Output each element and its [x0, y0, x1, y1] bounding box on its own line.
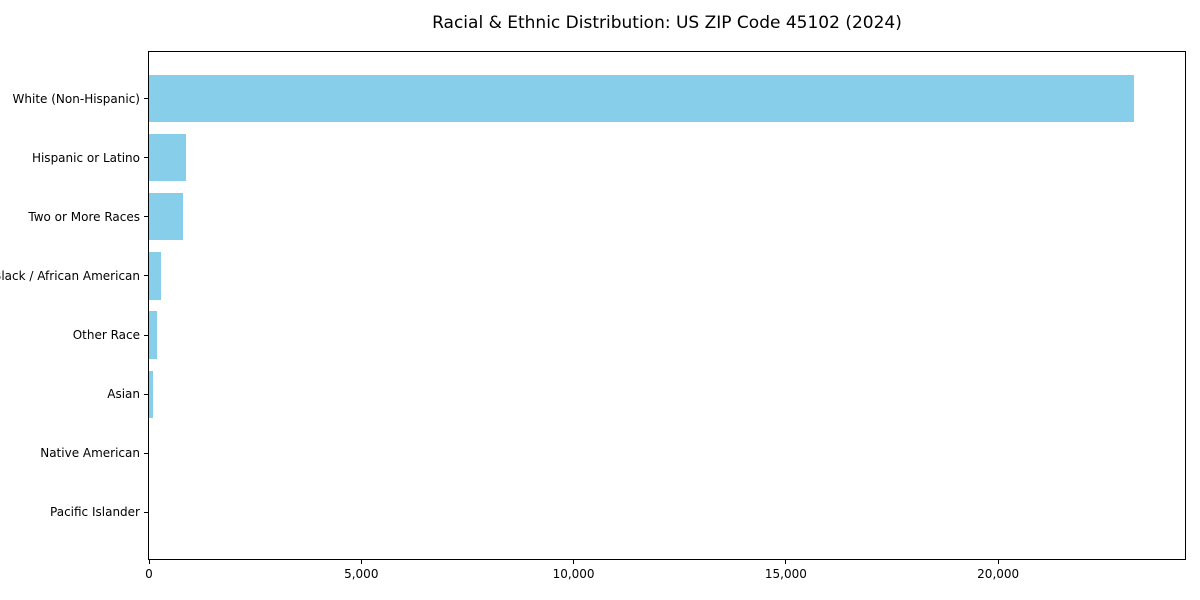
y-tick-mark	[144, 157, 148, 159]
y-tick-mark	[144, 216, 148, 218]
bar	[149, 134, 186, 182]
y-tick-mark	[144, 334, 148, 336]
y-tick-mark	[144, 98, 148, 100]
y-tick-mark	[144, 393, 148, 395]
x-tick-label: 5,000	[344, 567, 379, 581]
y-tick-label: Hispanic or Latino	[31, 150, 140, 165]
bar	[149, 370, 154, 418]
x-tick-mark	[360, 560, 362, 564]
y-tick-label: White (Non-Hispanic)	[12, 91, 140, 106]
x-tick-label: 10,000	[552, 567, 595, 581]
x-tick-label: 20,000	[977, 567, 1020, 581]
plot-area: White (Non-Hispanic) Hispanic or Latino Tw…	[0, 51, 1186, 581]
y-tick-label: Other Race	[72, 328, 140, 343]
bar	[149, 252, 162, 300]
bar	[149, 193, 184, 241]
x-tick-label: 0	[145, 567, 153, 581]
x-tick-mark	[573, 560, 575, 564]
y-tick-label: Asian	[107, 387, 140, 402]
x-tick-mark	[997, 560, 999, 564]
x-tick-label: 15,000	[764, 567, 807, 581]
y-tick-label: Two or More Races	[28, 209, 140, 224]
bar	[149, 75, 1135, 123]
bar	[149, 311, 158, 359]
x-tick-mark	[149, 560, 150, 564]
y-tick-label: Pacific Islander	[50, 505, 140, 520]
y-tick-label: Black / African American	[0, 268, 140, 283]
x-tick-mark	[785, 560, 787, 564]
y-tick-mark	[144, 275, 148, 277]
y-tick-mark	[144, 511, 148, 513]
y-tick-label: Native American	[40, 446, 140, 461]
chart-title: Racial & Ethnic Distribution: US ZIP Cod…	[432, 13, 902, 33]
y-tick-mark	[144, 452, 148, 454]
